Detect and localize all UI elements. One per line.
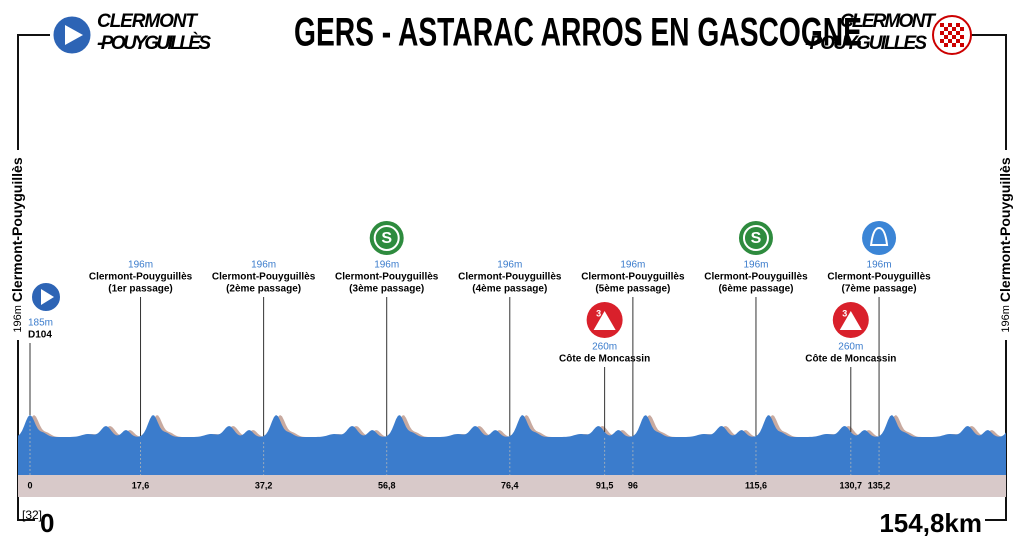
place-name: Côte de Moncassin bbox=[559, 354, 650, 365]
flag-square bbox=[956, 23, 960, 27]
flag-square bbox=[944, 35, 948, 39]
title: GERS - ASTARAC ARROS EN GASCOGNE bbox=[294, 11, 862, 55]
flag-square bbox=[944, 27, 948, 31]
flag-square bbox=[956, 39, 960, 43]
altitude: 196m bbox=[743, 260, 768, 271]
altitude: 196m bbox=[497, 260, 522, 271]
place-name: Clermont-Pouyguillès bbox=[704, 272, 808, 283]
passage: (7ème passage) bbox=[842, 284, 917, 295]
start-arrow bbox=[65, 25, 83, 45]
km-label: 91,5 bbox=[596, 480, 614, 490]
start-arrow bbox=[41, 289, 54, 305]
km-label: 76,4 bbox=[501, 480, 519, 490]
kom-mountain bbox=[839, 311, 862, 330]
kom-label: 3 bbox=[596, 308, 601, 318]
left-side: 196m Clermont-Pouyguillès bbox=[9, 157, 25, 332]
profile: 0185mD10417,6196mClermont-Pouyguillès(1e… bbox=[18, 221, 1006, 497]
sprint-label: S bbox=[751, 230, 762, 247]
right-name: Clermont-Pouyguillès bbox=[997, 157, 1013, 302]
km-label: 115,6 bbox=[745, 480, 767, 490]
km-label: 130,7 bbox=[840, 480, 863, 490]
start-km: 0 bbox=[40, 508, 54, 538]
place-name: Clermont-Pouyguillès bbox=[827, 272, 931, 283]
km-label: 56,8 bbox=[378, 480, 396, 490]
flag-square bbox=[960, 43, 964, 47]
base-band bbox=[18, 475, 1006, 497]
altitude: 260m bbox=[838, 342, 863, 353]
ref: [32] bbox=[22, 508, 42, 522]
finish-line2: -POUYGUILLES bbox=[805, 33, 927, 54]
km-label: 0 bbox=[27, 480, 32, 490]
passage: (5ème passage) bbox=[595, 284, 670, 295]
flag-square bbox=[948, 23, 952, 27]
passage: (1er passage) bbox=[108, 284, 172, 295]
altitude: 185m bbox=[28, 318, 53, 329]
start-line1: CLERMONT bbox=[97, 11, 198, 32]
flag-square bbox=[948, 31, 952, 35]
place-name: Clermont-Pouyguillès bbox=[581, 272, 685, 283]
profile-area bbox=[18, 414, 1006, 475]
altitude: 196m bbox=[128, 260, 153, 271]
km-label: 135,2 bbox=[868, 480, 891, 490]
place-name: Clermont-Pouyguillès bbox=[89, 272, 193, 283]
place-name: D104 bbox=[28, 330, 52, 341]
altitude: 196m bbox=[251, 260, 276, 271]
flag-square bbox=[940, 31, 944, 35]
altitude: 196m bbox=[620, 260, 645, 271]
passage: (2ème passage) bbox=[226, 284, 301, 295]
place-name: Clermont-Pouyguillès bbox=[212, 272, 316, 283]
finish-icon bbox=[932, 15, 972, 55]
distance: 154,8km bbox=[879, 508, 982, 538]
kom-label: 3 bbox=[842, 308, 847, 318]
left-name: Clermont-Pouyguillès bbox=[9, 157, 25, 302]
flag-square bbox=[952, 43, 956, 47]
kom-mountain bbox=[593, 311, 616, 330]
bell-shape bbox=[869, 226, 889, 246]
right-altitude: 196m bbox=[1000, 305, 1012, 333]
sprint-ring bbox=[742, 225, 769, 251]
passage: (3ème passage) bbox=[349, 284, 424, 295]
km-label: 96 bbox=[628, 480, 638, 490]
flag-square bbox=[940, 23, 944, 27]
sprint-label: S bbox=[381, 230, 392, 247]
right-side: 196m Clermont-Pouyguillès bbox=[997, 157, 1013, 332]
flag-square bbox=[944, 43, 948, 47]
place-name: Clermont-Pouyguillès bbox=[335, 272, 439, 283]
place-name: Clermont-Pouyguillès bbox=[458, 272, 562, 283]
altitude: 196m bbox=[374, 260, 399, 271]
flag-square bbox=[960, 35, 964, 39]
start-line2: -POUYGUILLÈS bbox=[97, 32, 211, 54]
left-altitude: 196m bbox=[12, 305, 24, 333]
altitude: 260m bbox=[592, 342, 617, 353]
flag-square bbox=[952, 35, 956, 39]
altitude: 196m bbox=[867, 260, 892, 271]
place-name: Côte de Moncassin bbox=[805, 354, 896, 365]
flag-square bbox=[948, 39, 952, 43]
bell-icon bbox=[862, 221, 897, 255]
frame-left bbox=[17, 34, 50, 521]
flag-square bbox=[952, 27, 956, 31]
km-label: 37,2 bbox=[255, 480, 273, 490]
flag-square bbox=[956, 31, 960, 35]
km-label: 17,6 bbox=[132, 480, 150, 490]
passage: (6ème passage) bbox=[718, 284, 793, 295]
passage: (4ème passage) bbox=[472, 284, 547, 295]
finish-line1: CLERMONT bbox=[840, 11, 936, 32]
sprint-ring bbox=[373, 225, 400, 251]
frame-right bbox=[960, 34, 1007, 521]
frame bbox=[17, 34, 1007, 521]
flag-square bbox=[940, 39, 944, 43]
flag-square bbox=[960, 27, 964, 31]
